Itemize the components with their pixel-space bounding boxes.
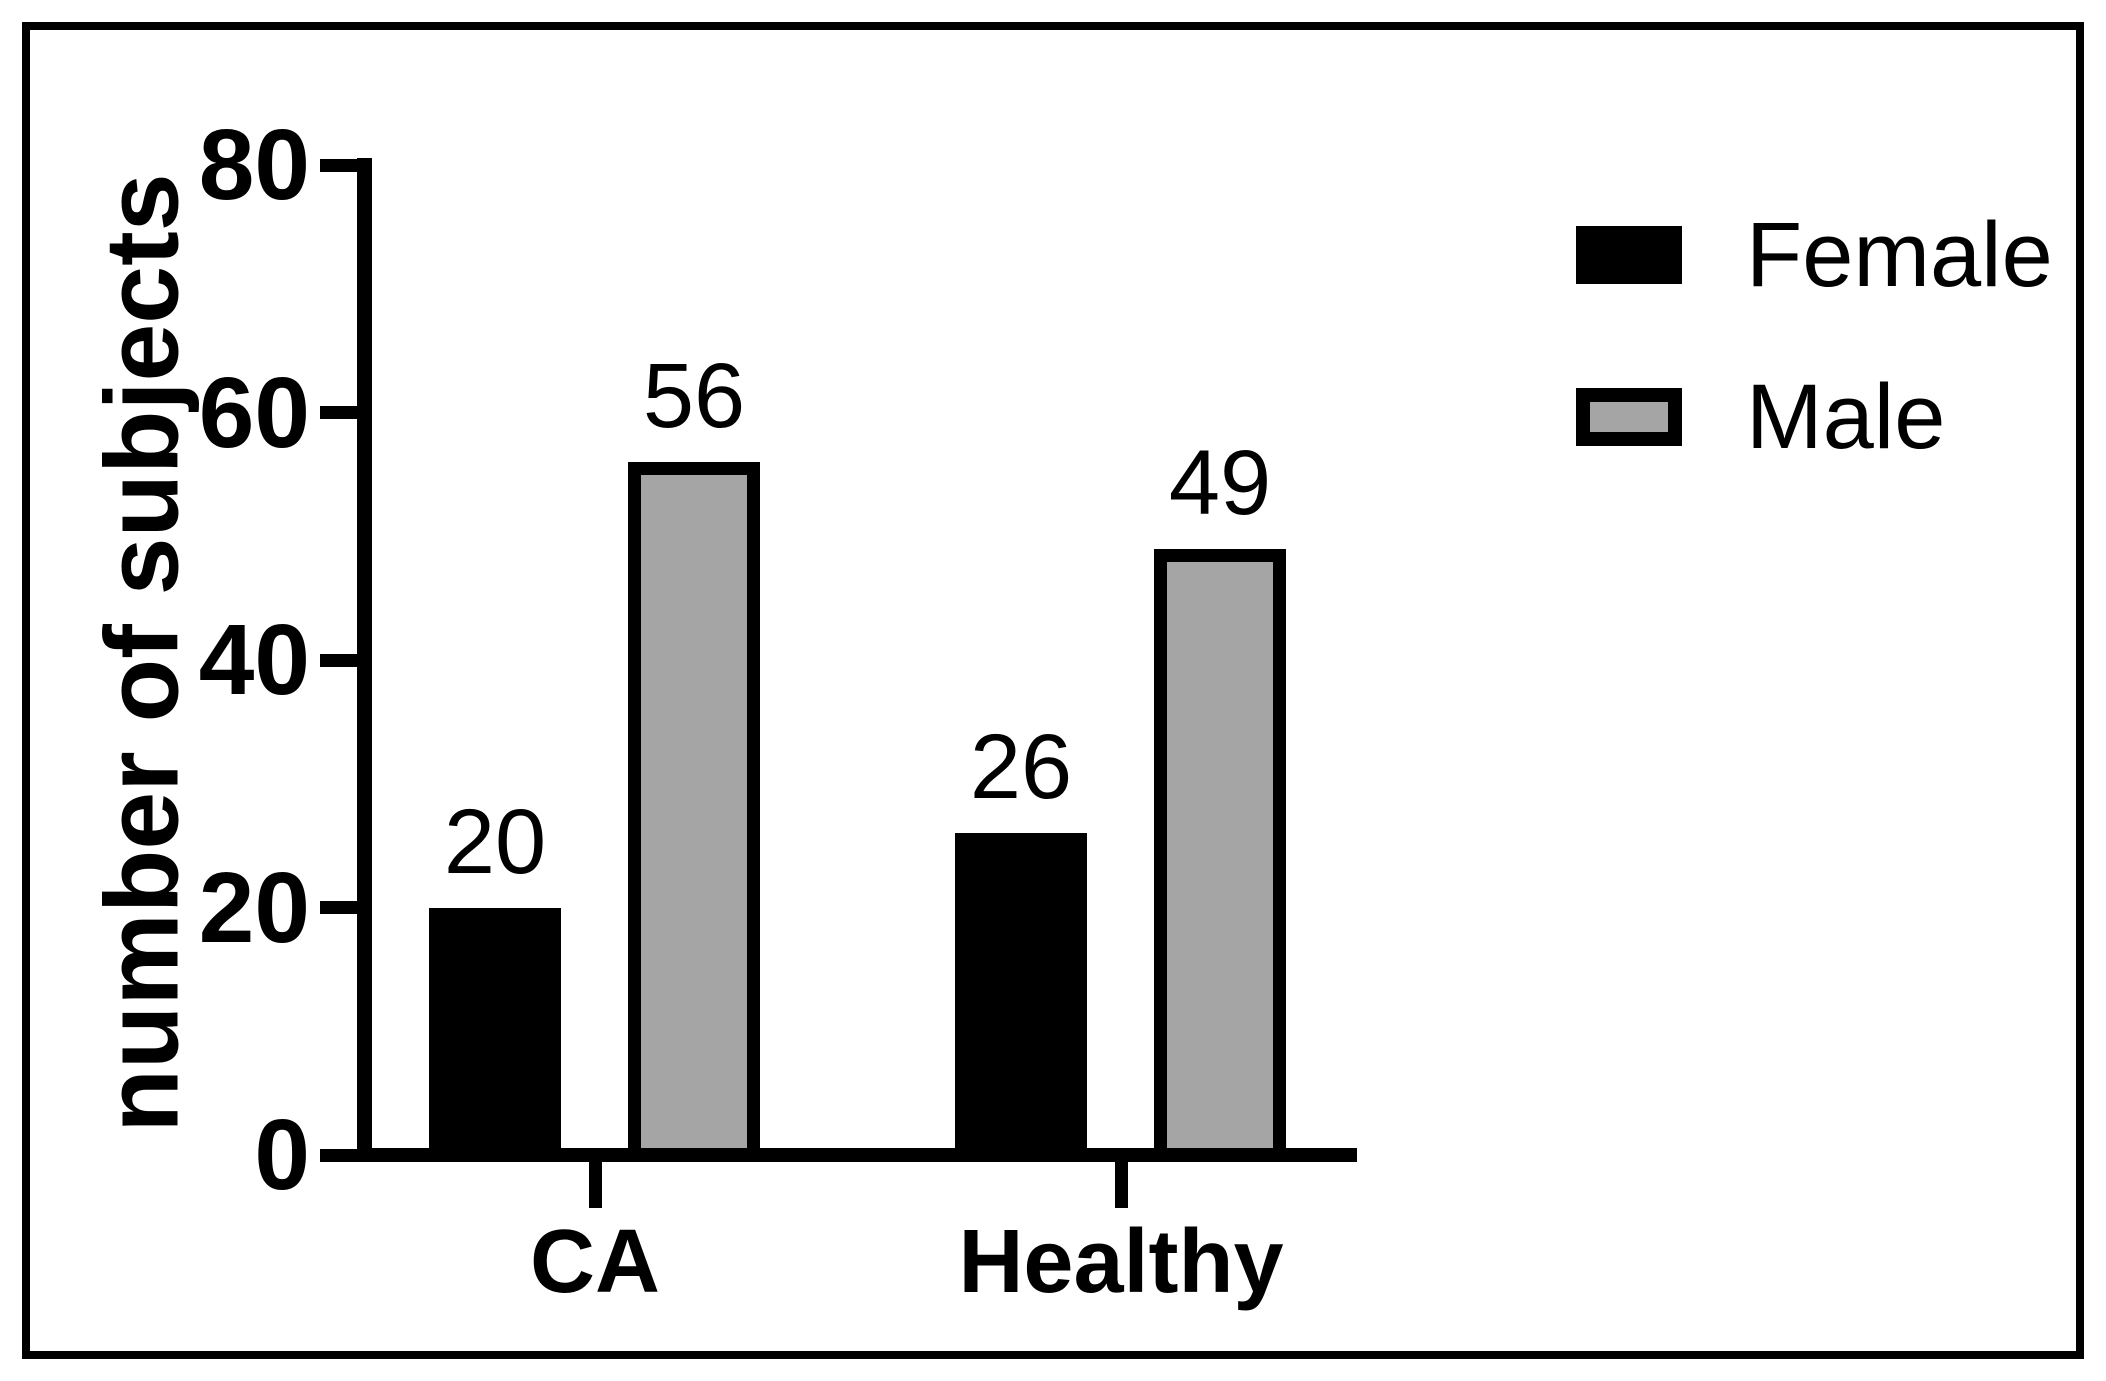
y-tick bbox=[320, 158, 357, 172]
y-tick bbox=[320, 653, 357, 667]
y-axis-line bbox=[357, 158, 372, 1162]
x-axis-label-ca: CA bbox=[530, 1212, 660, 1312]
bar-male-healthy bbox=[1154, 548, 1286, 1162]
y-tick-label: 60 bbox=[198, 356, 310, 469]
bar-female-ca bbox=[429, 907, 561, 1162]
legend-swatch-female bbox=[1576, 226, 1682, 284]
y-tick bbox=[320, 901, 357, 914]
legend: Female Male bbox=[1576, 209, 2053, 463]
bar-value-label: 49 bbox=[1168, 431, 1272, 534]
bar-female-healthy bbox=[955, 833, 1087, 1162]
legend-row-female: Female bbox=[1576, 209, 2053, 301]
y-tick-label: 80 bbox=[198, 109, 310, 221]
x-tick bbox=[588, 1162, 602, 1208]
bar-value-label: 26 bbox=[969, 716, 1073, 819]
y-tick bbox=[320, 406, 357, 419]
legend-row-male: Male bbox=[1576, 371, 2053, 463]
bar-male-ca bbox=[628, 462, 760, 1162]
y-tick-label: 40 bbox=[198, 604, 310, 716]
x-axis-label-healthy: Healthy bbox=[958, 1212, 1284, 1312]
y-tick bbox=[320, 1148, 357, 1162]
legend-swatch-male bbox=[1576, 388, 1682, 446]
y-axis-title: number of subjects bbox=[84, 173, 201, 1133]
x-tick bbox=[1114, 1162, 1128, 1208]
legend-label-male: Male bbox=[1746, 366, 1946, 468]
y-tick-label: 20 bbox=[198, 851, 310, 964]
y-tick-label: 0 bbox=[254, 1099, 310, 1211]
figure-border-frame bbox=[22, 22, 2084, 1359]
bar-value-label: 20 bbox=[443, 790, 547, 893]
legend-label-female: Female bbox=[1746, 204, 2053, 306]
x-axis-line bbox=[357, 1148, 1357, 1162]
bar-value-label: 56 bbox=[642, 345, 746, 447]
